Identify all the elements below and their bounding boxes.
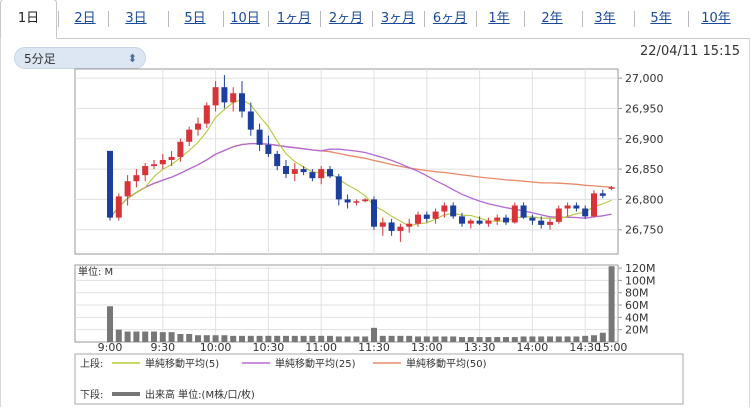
tab-13[interactable]: 5年 (650, 11, 672, 26)
tab-11[interactable]: 2年 (541, 11, 563, 26)
tab-separator (320, 11, 321, 27)
tab-7[interactable]: 2ヶ月 (328, 11, 364, 26)
tab-8[interactable]: 3ヶ月 (380, 11, 416, 26)
tab-12[interactable]: 3年 (594, 11, 616, 26)
tab-separator (634, 11, 635, 27)
updown-chevron-icon: ⬍ (127, 52, 137, 65)
period-tabs: 1日 2日 3日 5日 10日 1ヶ月 2ヶ月 3ヶ月 6ヶ月 1年 2年 3年 5年 10年 (0, 0, 750, 39)
tab-separator (58, 11, 59, 27)
tab-4[interactable]: 5日 (184, 11, 206, 26)
tab-5[interactable]: 10日 (230, 11, 260, 26)
tab-separator (688, 11, 689, 27)
tab-separator (268, 11, 269, 27)
tab-separator (582, 11, 583, 27)
tab-separator (524, 11, 525, 27)
tab-10[interactable]: 1年 (488, 11, 510, 26)
tab-6[interactable]: 1ヶ月 (276, 11, 312, 26)
chart-datetime: 22/04/11 15:15 (640, 44, 740, 59)
tab-separator (476, 11, 477, 27)
tab-separator (108, 11, 109, 27)
tab-3[interactable]: 3日 (125, 11, 147, 26)
interval-select[interactable]: 5分足 ⬍ (14, 47, 146, 69)
tab-2[interactable]: 2日 (74, 11, 96, 26)
interval-select-value: 5分足 (24, 52, 56, 66)
tab-separator (168, 11, 169, 27)
tab-14[interactable]: 10年 (701, 11, 731, 26)
chart-panel (0, 39, 750, 407)
tab-separator (424, 11, 425, 27)
tab-9[interactable]: 6ヶ月 (432, 11, 468, 26)
tab-1[interactable]: 1日 (0, 0, 57, 39)
tab-separator (372, 11, 373, 27)
tab-separator (223, 11, 224, 27)
